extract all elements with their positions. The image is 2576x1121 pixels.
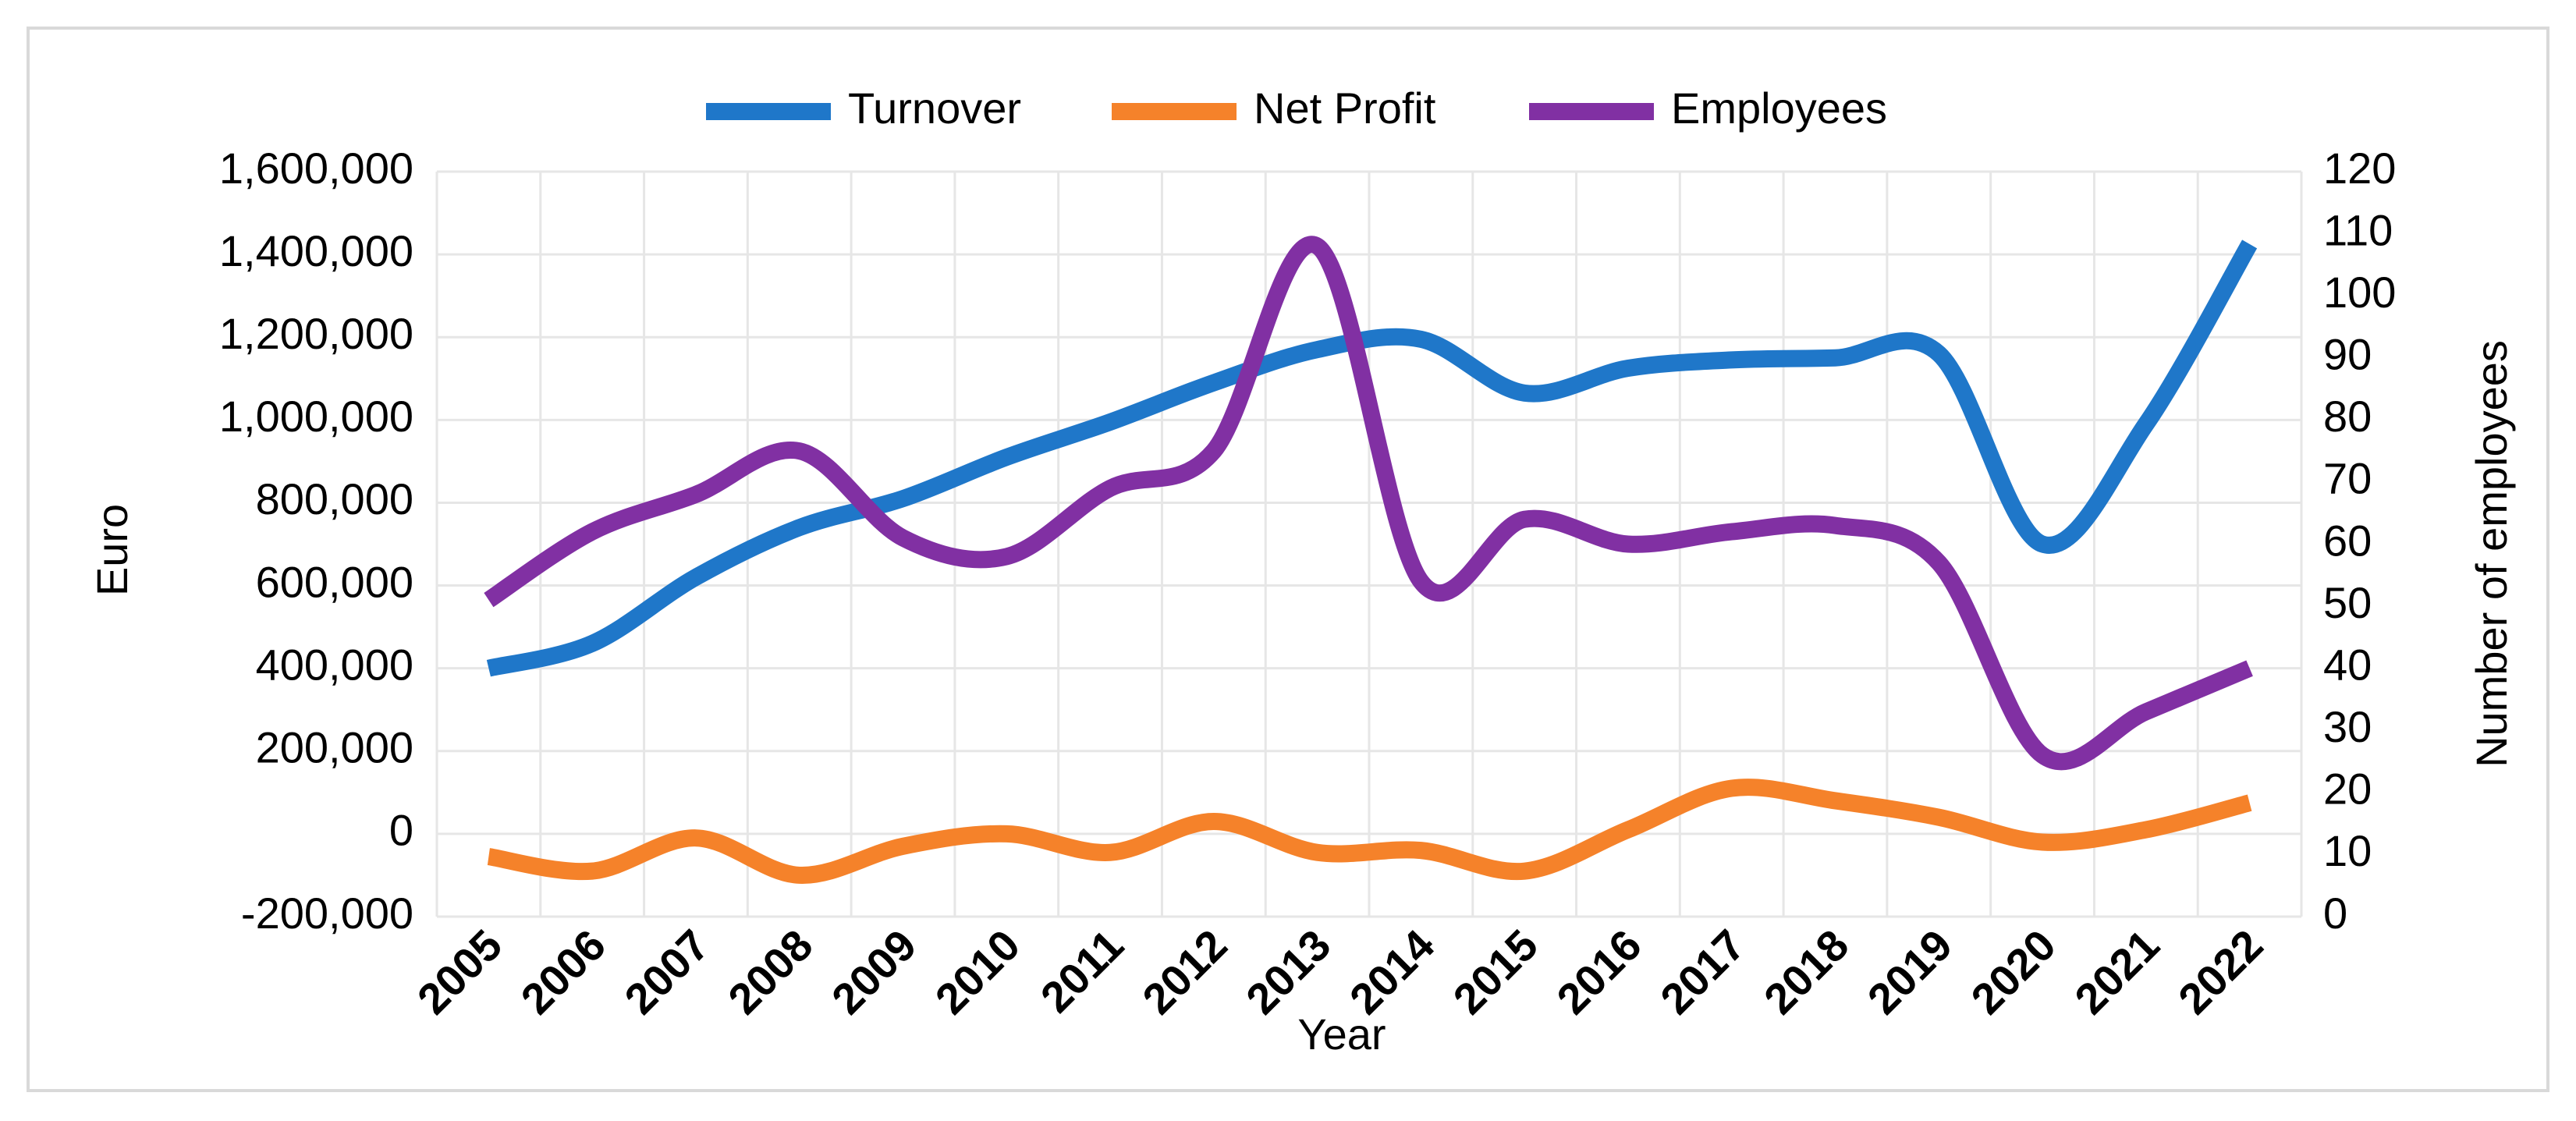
x-axis: 2005 2006 2007 2008 2009 2010 2011 2012 2013 2014… — [408, 920, 2273, 1023]
left-y-axis: -200,000 0 200,000 400,000 600,000 800,000 1,0… — [219, 144, 413, 938]
y-tick-label: 400,000 — [256, 640, 413, 689]
series-line-turnover — [486, 239, 2258, 677]
y-tick-label: 600,000 — [256, 557, 413, 606]
x-tick-label: 2005 — [408, 920, 512, 1023]
y2-tick-label: 90 — [2323, 330, 2372, 379]
x-tick-label: 2010 — [926, 920, 1030, 1023]
y2-tick-label: 50 — [2323, 578, 2372, 627]
right-y-axis: 0 10 20 30 40 50 60 70 80 90 100 110 120 — [2323, 144, 2396, 938]
legend-label-net-profit: Net Profit — [1254, 83, 1436, 133]
series-line-net-profit — [487, 779, 2252, 884]
x-tick-label: 2009 — [822, 920, 926, 1023]
y2-tick-label: 60 — [2323, 516, 2372, 565]
y2-axis-title: Number of employees — [2467, 340, 2516, 768]
x-tick-label: 2020 — [1961, 920, 2065, 1023]
y2-tick-label: 110 — [2323, 205, 2393, 254]
y-tick-label: 800,000 — [256, 474, 413, 523]
y-tick-label: 1,600,000 — [219, 144, 413, 193]
x-tick-label: 2017 — [1651, 920, 1755, 1023]
legend-label-employees: Employees — [1671, 83, 1887, 133]
x-tick-label: 2013 — [1237, 920, 1340, 1023]
x-tick-label: 2018 — [1755, 920, 1858, 1023]
y-tick-label: 0 — [389, 806, 413, 855]
y2-tick-label: 40 — [2323, 640, 2372, 689]
series-line-employees — [484, 236, 2253, 771]
series-lines — [484, 236, 2258, 884]
x-tick-label: 2022 — [2169, 920, 2273, 1023]
x-tick-label: 2008 — [719, 920, 822, 1023]
x-tick-label: 2006 — [511, 920, 615, 1023]
y2-tick-label: 70 — [2323, 454, 2372, 503]
y-tick-label: 1,000,000 — [219, 392, 413, 441]
x-tick-label: 2021 — [2065, 920, 2169, 1023]
x-tick-label: 2014 — [1340, 920, 1444, 1023]
chart-frame — [27, 27, 2549, 1092]
y-tick-label: 1,400,000 — [219, 226, 413, 275]
y-tick-label: 200,000 — [256, 723, 413, 772]
y2-tick-label: 20 — [2323, 764, 2372, 814]
x-tick-label: 2007 — [615, 920, 719, 1023]
x-tick-label: 2011 — [1031, 920, 1133, 1021]
y2-tick-label: 10 — [2323, 826, 2372, 875]
y2-tick-label: 100 — [2323, 268, 2396, 317]
y-tick-label: -200,000 — [241, 889, 413, 938]
y2-tick-label: 0 — [2323, 889, 2347, 938]
legend: Turnover Net Profit Employees — [706, 83, 1887, 133]
x-tick-label: 2015 — [1443, 920, 1547, 1023]
y-axis-title: Euro — [87, 504, 137, 596]
y2-tick-label: 80 — [2323, 392, 2372, 441]
y-tick-label: 1,200,000 — [219, 309, 413, 358]
gridlines — [435, 170, 2303, 918]
y2-tick-label: 120 — [2323, 144, 2396, 193]
x-axis-title: Year — [1297, 1009, 1386, 1059]
x-tick-label: 2016 — [1547, 920, 1651, 1023]
x-tick-label: 2019 — [1858, 920, 1962, 1023]
x-tick-label: 2012 — [1133, 920, 1237, 1023]
y2-tick-label: 30 — [2323, 702, 2372, 751]
legend-label-turnover: Turnover — [848, 83, 1021, 133]
